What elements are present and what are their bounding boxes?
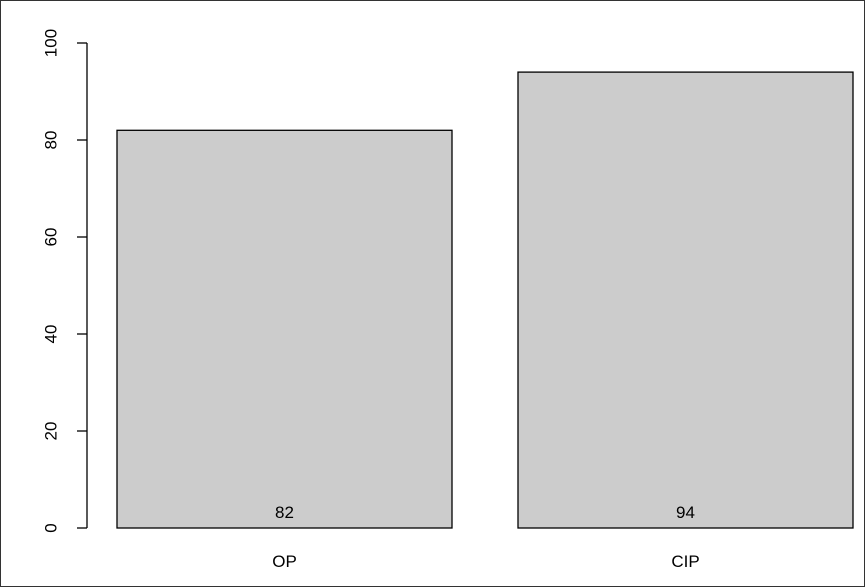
x-category-label-cip: CIP <box>671 552 699 571</box>
bar-op <box>116 129 453 529</box>
y-tick-label: 40 <box>42 325 61 344</box>
data-label-cip: 94 <box>676 503 695 522</box>
y-axis: 0 20 40 60 80 100 <box>42 29 88 533</box>
category-labels: OP CIP <box>272 552 699 571</box>
bars <box>116 71 854 529</box>
bar-cip <box>517 71 854 529</box>
y-tick-label: 0 <box>42 523 61 532</box>
x-category-label-op: OP <box>272 552 297 571</box>
y-tick-label: 20 <box>42 422 61 441</box>
y-tick-label: 100 <box>42 29 61 57</box>
data-labels: 82 94 <box>275 503 695 522</box>
y-tick-label: 60 <box>42 228 61 247</box>
y-tick-label: 80 <box>42 131 61 150</box>
data-label-op: 82 <box>275 503 294 522</box>
